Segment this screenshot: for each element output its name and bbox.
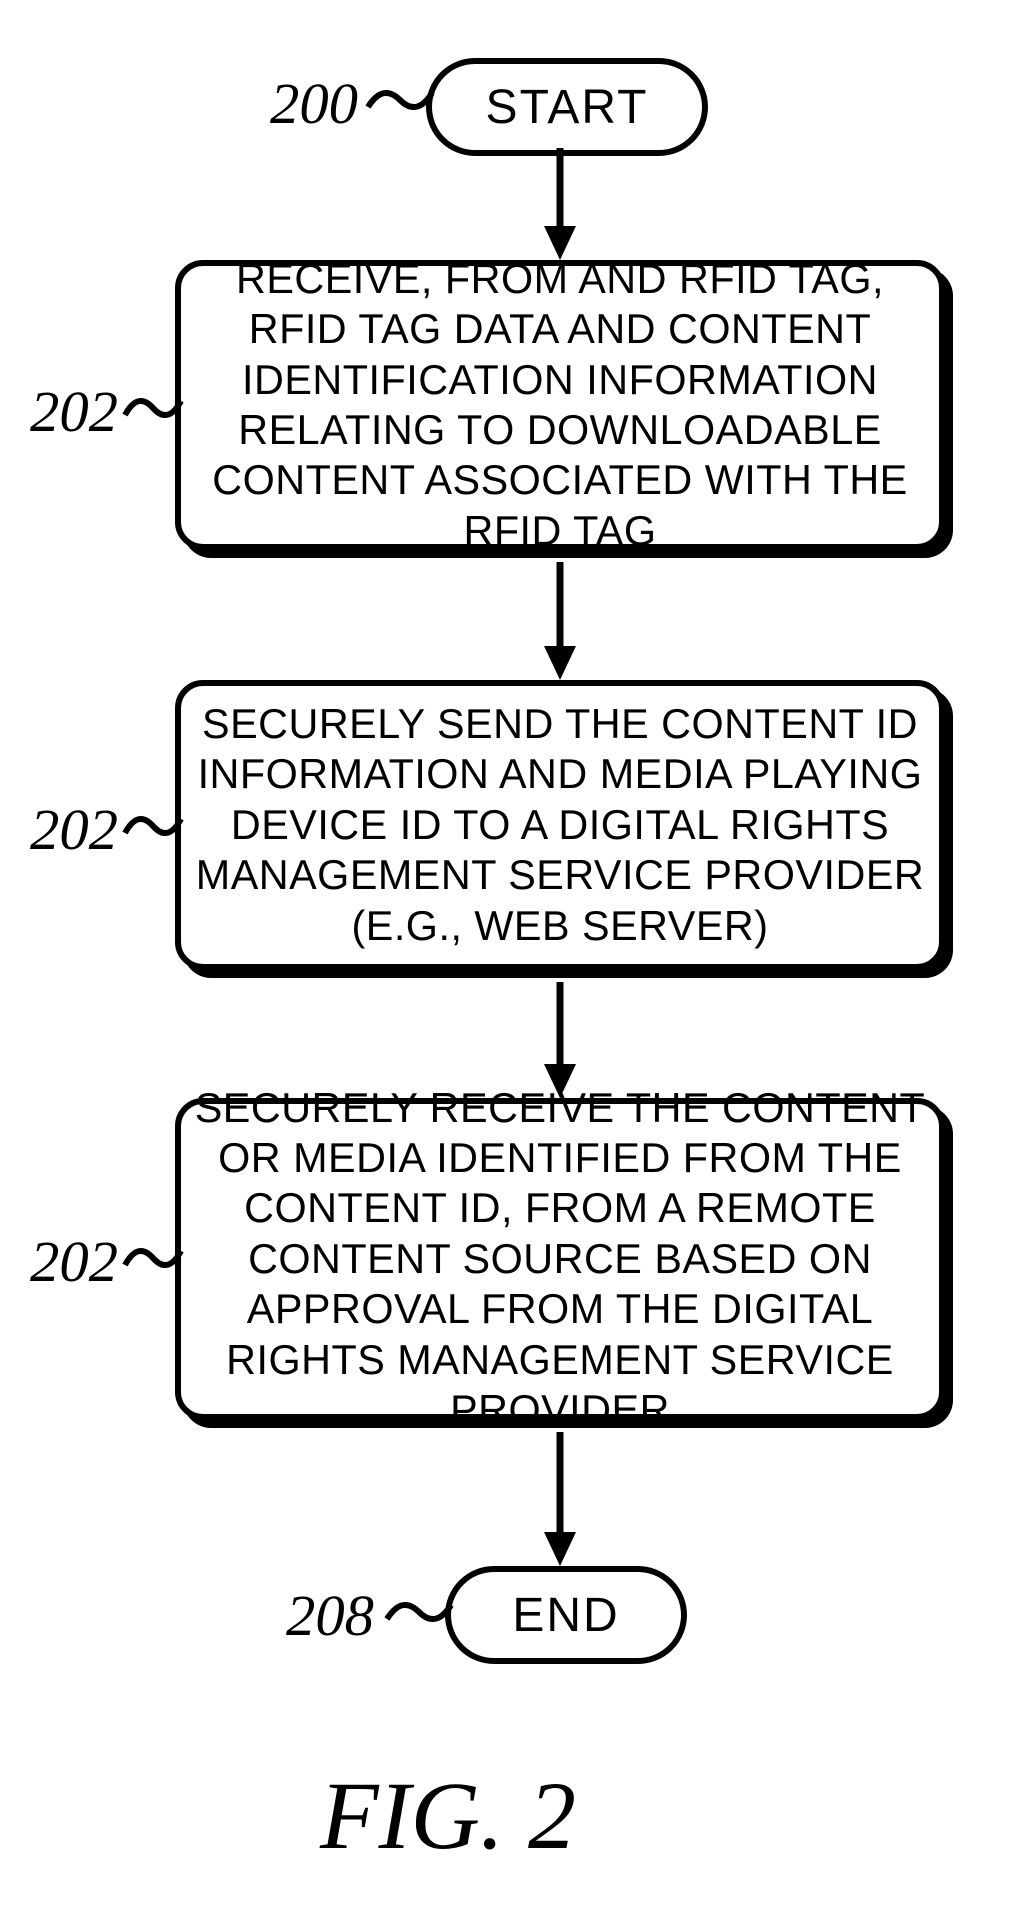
ref-200-text: 200 [270,71,358,136]
ref-202b: 202 [30,796,118,863]
ref-202a: 202 [30,378,118,445]
arrow-2 [540,562,580,688]
ref-208-text: 208 [286,1583,374,1648]
tilde-202b [122,801,184,851]
process-1-text: RECEIVE, FROM AND RFID TAG, RFID TAG DAT… [191,254,929,556]
arrow-4 [540,1432,580,1574]
tilde-202c [122,1233,184,1283]
ref-200: 200 [270,70,358,137]
tilde-202a [122,383,184,433]
ref-208: 208 [286,1582,374,1649]
start-node: START [426,58,708,156]
tilde-200 [365,75,435,125]
end-text: END [512,1588,619,1643]
process-box-2: SECURELY SEND THE CONTENT ID INFORMATION… [175,680,945,970]
tilde-208 [384,1587,454,1637]
end-node: END [445,1566,687,1664]
figure-caption-text: FIG. 2 [320,1762,576,1869]
process-2-text: SECURELY SEND THE CONTENT ID INFORMATION… [191,699,929,951]
start-text: START [486,80,649,135]
ref-202a-text: 202 [30,379,118,444]
figure-caption: FIG. 2 [320,1760,576,1871]
ref-202c-text: 202 [30,1229,118,1294]
process-3-text: SECURELY RECEIVE THE CONTENT OR MEDIA ID… [191,1083,929,1436]
ref-202b-text: 202 [30,797,118,862]
ref-202c: 202 [30,1228,118,1295]
process-box-3: SECURELY RECEIVE THE CONTENT OR MEDIA ID… [175,1098,945,1420]
process-box-1: RECEIVE, FROM AND RFID TAG, RFID TAG DAT… [175,260,945,550]
arrow-1 [540,148,580,268]
